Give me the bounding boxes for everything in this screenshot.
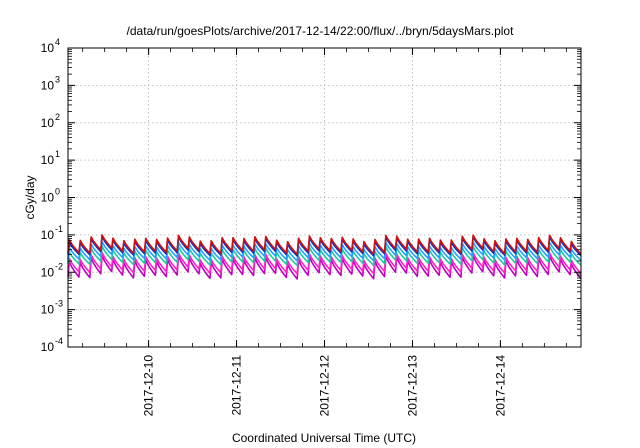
x-tick-label: 2017-12-10	[142, 355, 156, 417]
x-tick-label: 2017-12-13	[405, 355, 419, 417]
y-axis-label: cGy/day	[23, 175, 37, 219]
y-tick-label: 10	[41, 78, 55, 92]
x-tick-label: 2017-12-12	[318, 355, 332, 417]
y-tick-label: 10	[41, 116, 55, 130]
y-tick-exponent: 1	[55, 149, 60, 159]
y-tick-label: 10	[41, 191, 55, 205]
y-tick-label: 10	[41, 41, 55, 55]
y-tick-exponent: -4	[55, 336, 63, 346]
chart-title: /data/run/goesPlots/archive/2017-12-14/2…	[127, 24, 515, 38]
y-tick-exponent: -3	[55, 299, 63, 309]
y-tick-label: 10	[41, 340, 55, 354]
y-tick-exponent: -1	[55, 224, 63, 234]
y-tick-exponent: 4	[55, 37, 60, 47]
y-tick-exponent: 2	[55, 112, 60, 122]
y-tick-exponent: 0	[55, 187, 60, 197]
series-line	[67, 251, 582, 275]
series-line	[67, 234, 582, 256]
y-tick-label: 10	[41, 303, 55, 317]
y-tick-label: 10	[41, 228, 55, 242]
y-tick-exponent: -2	[55, 261, 63, 271]
x-tick-label: 2017-12-14	[493, 355, 507, 417]
y-tick-exponent: 3	[55, 74, 60, 84]
x-tick-label: 2017-12-11	[230, 355, 244, 416]
y-tick-label: 10	[41, 153, 55, 167]
series-group	[67, 234, 582, 280]
y-tick-label: 10	[41, 265, 55, 279]
x-axis-label: Coordinated Universal Time (UTC)	[232, 431, 416, 445]
grid	[68, 48, 581, 347]
